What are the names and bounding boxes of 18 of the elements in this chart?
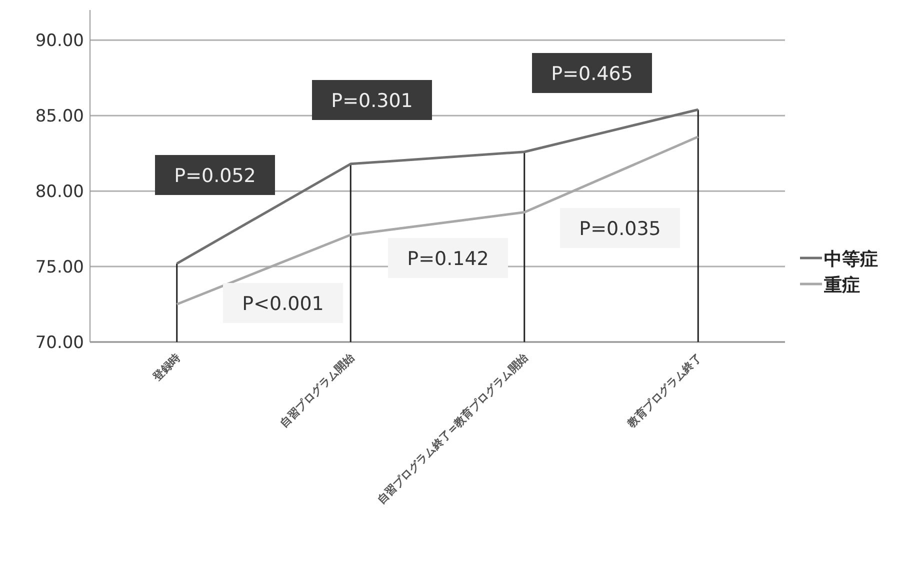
legend-label: 中等症 — [824, 249, 878, 270]
y-tick-label: 75.00 — [35, 258, 84, 278]
y-tick-label: 70.00 — [35, 333, 84, 353]
annotation: P=0.465 — [551, 63, 633, 85]
x-tick-label: 自習プログラム開始 — [278, 350, 358, 430]
annotation: P=0.052 — [174, 165, 256, 187]
y-tick-label: 85.00 — [35, 106, 84, 127]
annotation: P<0.001 — [242, 293, 324, 315]
annotation: P=0.142 — [407, 248, 489, 270]
y-tick-label: 80.00 — [35, 182, 84, 202]
line-series — [176, 108, 700, 265]
x-tick-label: 登録時 — [150, 350, 183, 384]
annotation: P=0.035 — [579, 218, 661, 240]
x-tick-label: 教育プログラム終了 — [624, 350, 704, 431]
legend-label: 重症 — [823, 275, 860, 296]
annotation: P=0.301 — [331, 90, 413, 112]
y-tick-label: 90.00 — [35, 31, 84, 52]
x-tick-label: 自習プログラム終了=教育プログラム開始 — [374, 350, 532, 507]
